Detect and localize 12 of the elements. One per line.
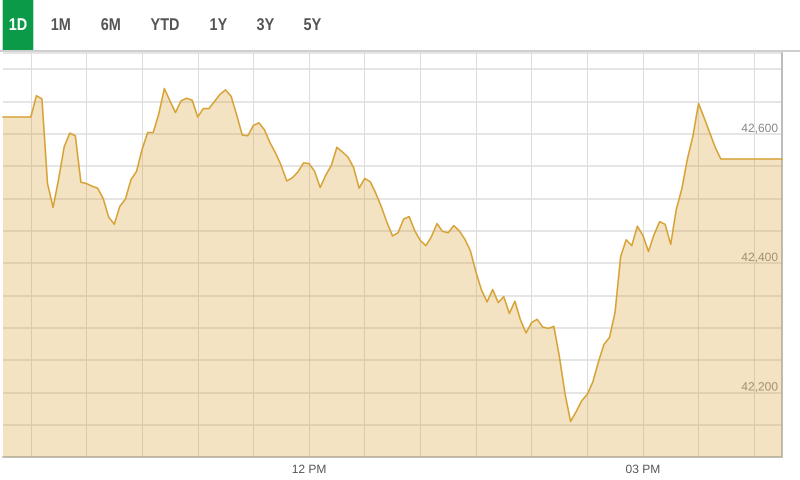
x-tick-label: 12 PM: [292, 462, 326, 476]
text: 6M: [99, 14, 122, 36]
y-tick-label: 42,200: [741, 379, 778, 394]
text: YTD: [150, 14, 181, 36]
y-tick-label: 42,400: [741, 250, 778, 264]
x-tick-label: 03 PM: [626, 462, 660, 476]
text: 1D: [2, 0, 34, 50]
text: 1M: [50, 14, 72, 36]
text: 1Y: [208, 14, 228, 36]
y-tick-label: 42,600: [741, 120, 778, 135]
text: 3Y: [256, 14, 276, 36]
text: 5Y: [302, 14, 322, 36]
